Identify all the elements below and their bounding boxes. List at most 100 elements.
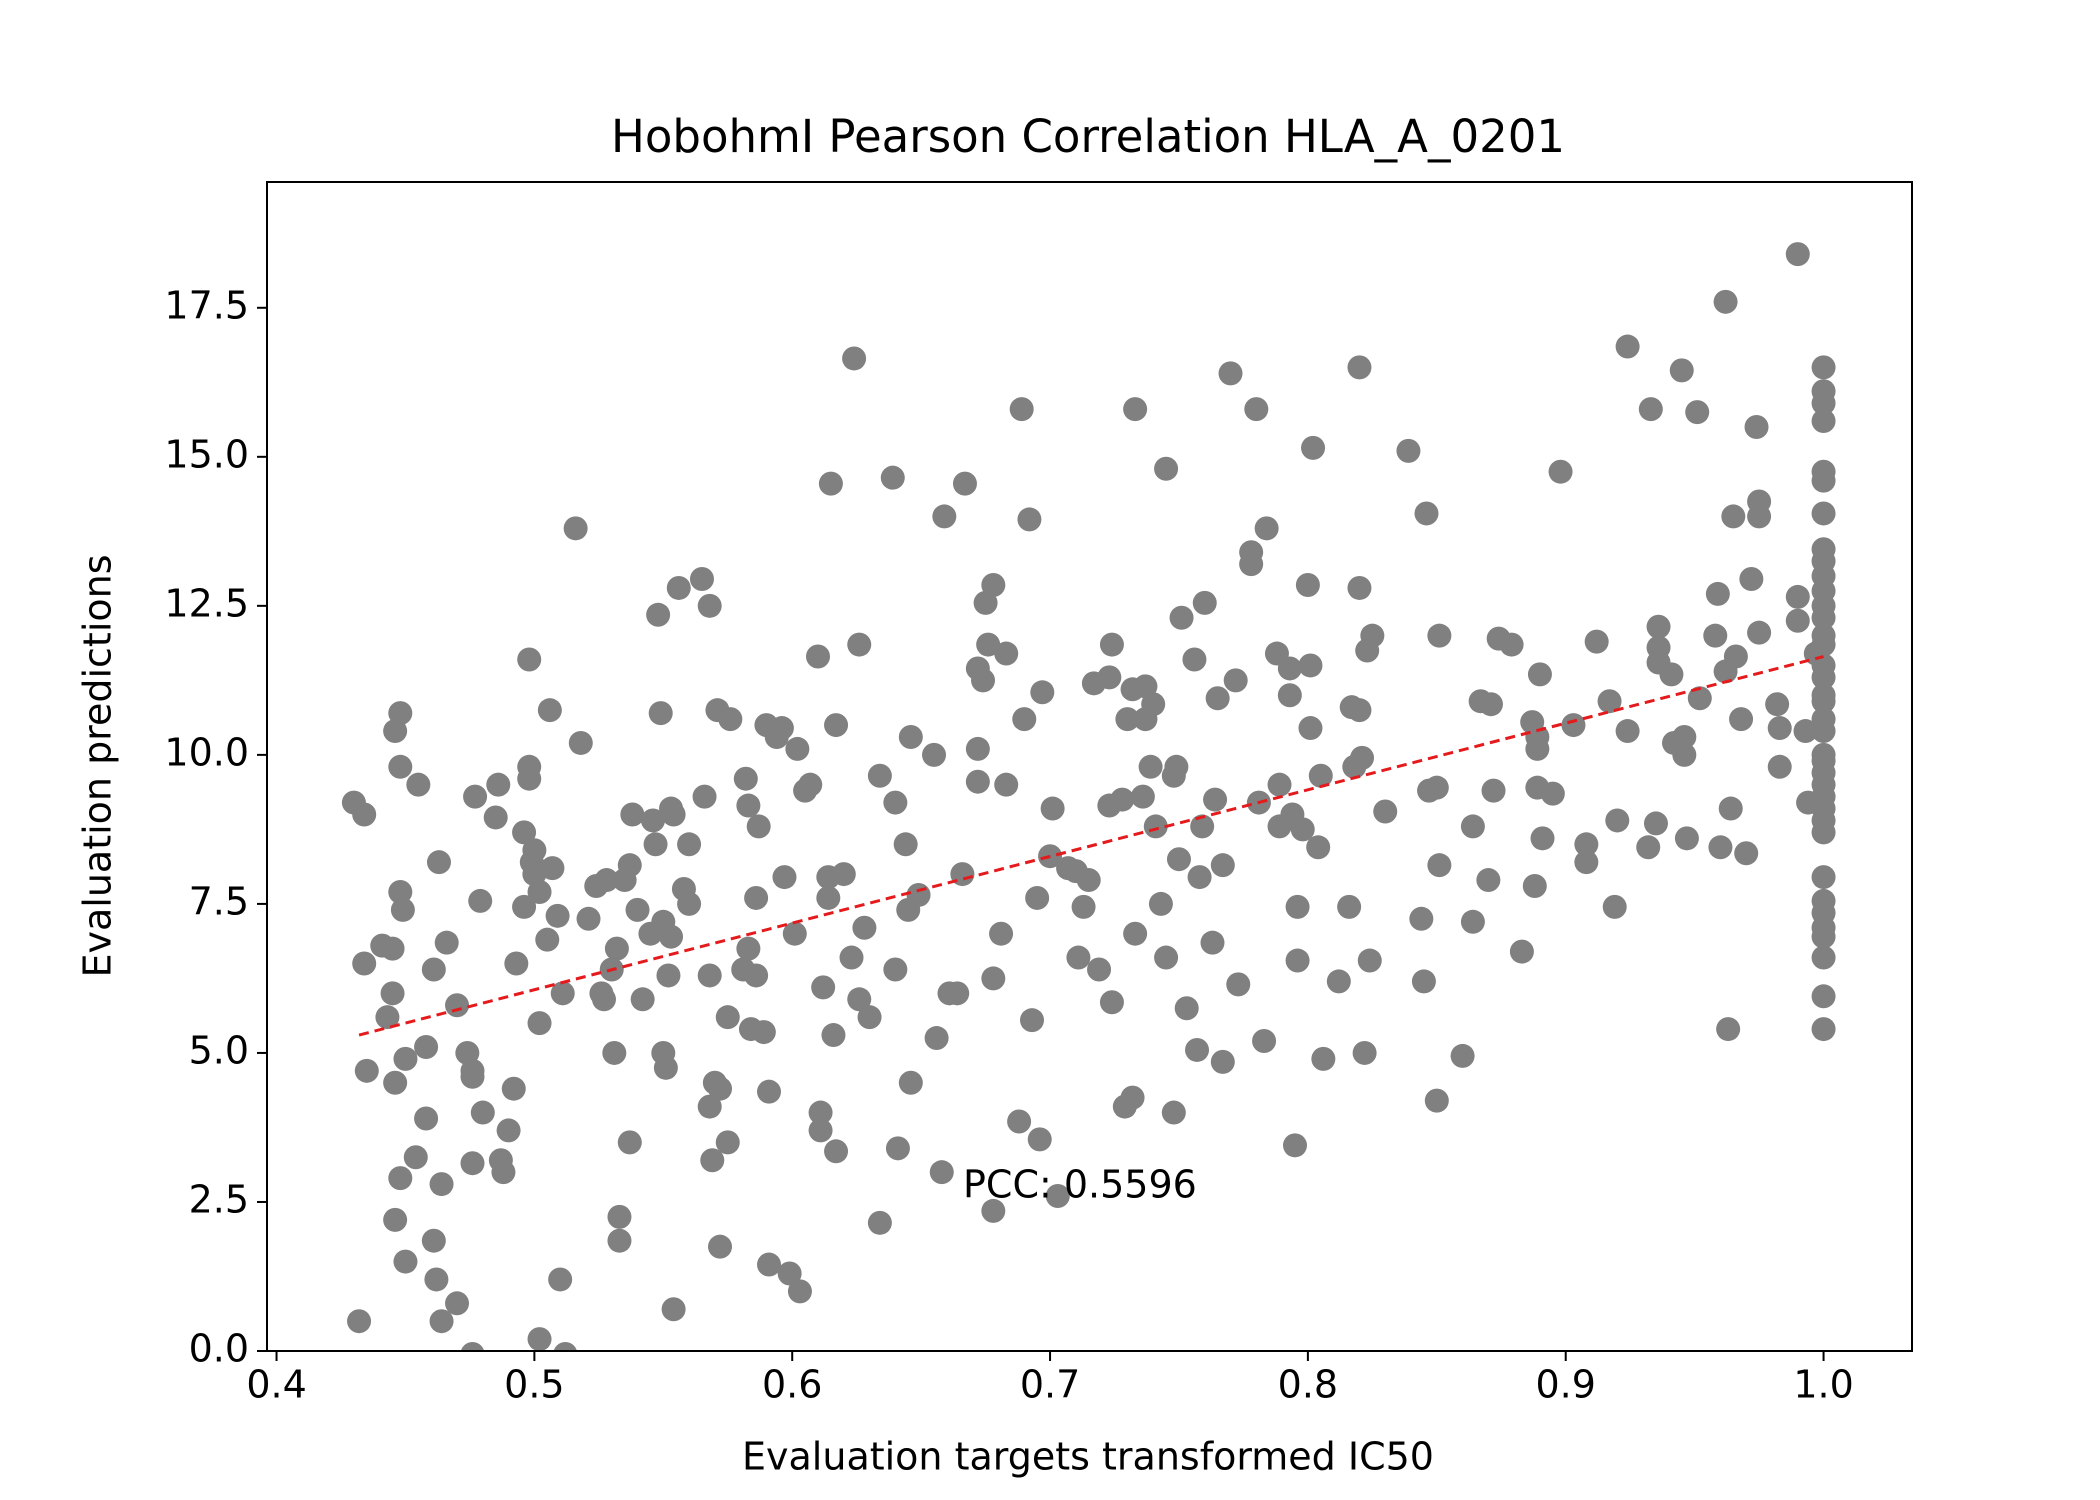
point [426,850,451,875]
point [1154,456,1179,481]
point [922,742,947,767]
point [1357,948,1382,973]
point [818,471,843,496]
point [1244,397,1269,422]
point [677,832,702,857]
point [1185,1037,1210,1062]
point [1040,796,1065,821]
point [414,1034,439,1059]
point [1187,865,1212,890]
point [1045,1184,1070,1209]
point [1643,811,1668,836]
point [1285,894,1310,919]
point [821,1023,846,1048]
point [666,575,691,600]
point [1811,865,1836,890]
y-tick-label: 7.5 [189,879,249,923]
point [1130,784,1155,809]
point [640,808,665,833]
point [736,936,761,961]
point [736,793,761,818]
point [1267,772,1292,797]
point [512,820,537,845]
point [548,1267,573,1292]
point [932,504,957,529]
point [1527,662,1552,687]
point [981,572,1006,597]
point [501,1076,526,1101]
point [1350,745,1375,770]
point [659,924,684,949]
point [1110,787,1135,812]
point [1007,1109,1032,1134]
point [390,897,415,922]
point [1450,1043,1475,1068]
x-tick-label: 0.9 [1536,1363,1596,1407]
point [491,1160,516,1185]
point [965,736,990,761]
point [1427,853,1452,878]
point [352,951,377,976]
point [496,1118,521,1143]
point [1164,754,1189,779]
point [535,927,560,952]
point [661,1297,686,1322]
point [751,1020,776,1045]
point [787,1279,812,1304]
point [1703,623,1728,648]
point [816,885,841,910]
point [831,862,856,887]
point [1017,507,1042,532]
point [994,641,1019,666]
point [1427,623,1452,648]
point [1396,438,1421,463]
point [1811,409,1836,434]
point [867,1210,892,1235]
point [1811,820,1836,845]
point [1705,581,1730,606]
point [354,1058,379,1083]
point [1509,939,1534,964]
point [1574,832,1599,857]
point [383,1070,408,1095]
point [893,832,918,857]
x-tick-label: 1.0 [1793,1363,1853,1407]
point [434,930,459,955]
point [429,1172,454,1197]
point [375,1005,400,1030]
point [545,903,570,928]
point [1311,1046,1336,1071]
point [757,1079,782,1104]
point [1685,400,1710,425]
x-tick-label: 0.4 [246,1363,306,1407]
point [1424,1088,1449,1113]
point [1672,724,1697,749]
point [898,1070,923,1095]
point [1203,787,1228,812]
point [785,736,810,761]
point [602,1040,627,1065]
point [1174,996,1199,1021]
annotation: PCC: 0.5596 [963,1163,1197,1207]
point [718,707,743,732]
point [1414,501,1439,526]
point [1811,665,1836,690]
point [689,567,714,592]
point [1811,605,1836,630]
point [1597,689,1622,714]
point [1182,647,1207,672]
point [625,897,650,922]
point [1687,686,1712,711]
point [971,668,996,693]
x-tick-label: 0.8 [1278,1363,1338,1407]
point [1674,826,1699,851]
point [1615,719,1640,744]
point [537,698,562,723]
point [661,802,686,827]
point [715,1005,740,1030]
point [1120,1085,1145,1110]
point [1200,930,1225,955]
point [1373,799,1398,824]
point [445,1291,470,1316]
point [1347,698,1372,723]
